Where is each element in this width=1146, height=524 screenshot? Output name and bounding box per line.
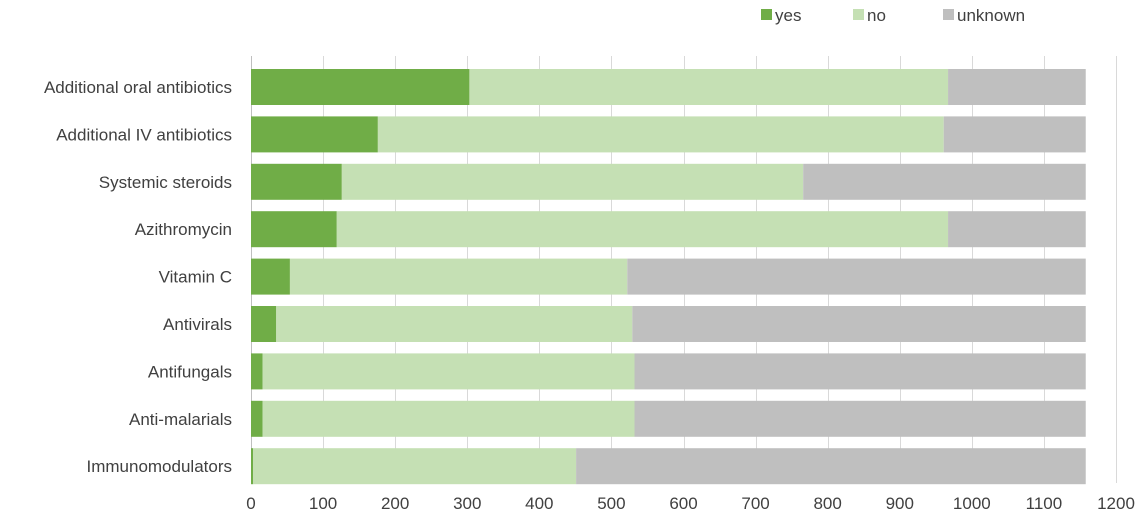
bar-segment-no bbox=[341, 163, 804, 200]
category-label: Systemic steroids bbox=[99, 173, 232, 192]
bar-segment-yes bbox=[251, 400, 263, 437]
bar-segment-unknown bbox=[576, 448, 1086, 485]
bar-segment-yes bbox=[251, 306, 277, 342]
x-axis-tick-labels: 0 100 200 300 400 500 600 700 800 900 1000 1100 1200 bbox=[246, 494, 1135, 513]
bar-segment-unknown bbox=[948, 69, 1086, 105]
bar-segment-no bbox=[253, 448, 577, 485]
x-tick-label: 400 bbox=[525, 494, 553, 513]
bar-segment-no bbox=[336, 211, 949, 248]
bar-segment-yes bbox=[251, 353, 263, 390]
bar-segment-no bbox=[262, 353, 635, 390]
legend-label-no: no bbox=[867, 6, 886, 25]
x-tick-label: 700 bbox=[741, 494, 769, 513]
x-tick-label: 1100 bbox=[1026, 494, 1063, 513]
bar-segment-yes bbox=[251, 163, 342, 200]
bar-segment-unknown bbox=[627, 258, 1086, 295]
x-tick-label: 0 bbox=[246, 494, 255, 513]
category-labels: Additional oral antibiotics Additional IV… bbox=[44, 78, 232, 476]
x-tick-label: 1200 bbox=[1097, 494, 1135, 513]
bars bbox=[251, 69, 1086, 485]
x-tick-label: 800 bbox=[813, 494, 841, 513]
category-label: Anti-malarials bbox=[129, 410, 232, 429]
bar-segment-no bbox=[262, 400, 635, 437]
bar-segment-unknown bbox=[634, 353, 1086, 390]
bar-segment-unknown bbox=[632, 306, 1086, 342]
legend-label-yes: yes bbox=[775, 6, 801, 25]
bar-segment-unknown bbox=[943, 116, 1086, 153]
category-label: Antifungals bbox=[148, 362, 232, 381]
legend-label-unknown: unknown bbox=[957, 6, 1025, 25]
category-label: Azithromycin bbox=[135, 220, 232, 239]
bar-segment-no bbox=[276, 306, 633, 342]
bar-segment-yes bbox=[251, 116, 378, 153]
x-tick-label: 1000 bbox=[953, 494, 991, 513]
bar-segment-unknown bbox=[634, 400, 1086, 437]
bar-segment-yes bbox=[251, 258, 290, 295]
category-label: Antivirals bbox=[163, 315, 232, 334]
bar-segment-yes bbox=[251, 69, 470, 105]
bar-segment-unknown bbox=[803, 163, 1086, 200]
bar-segment-yes bbox=[251, 448, 254, 485]
category-label: Additional IV antibiotics bbox=[56, 125, 232, 144]
x-tick-label: 100 bbox=[309, 494, 337, 513]
legend-swatch-yes bbox=[761, 9, 772, 20]
category-label: Additional oral antibiotics bbox=[44, 78, 232, 97]
x-tick-label: 200 bbox=[381, 494, 409, 513]
bar-segment-no bbox=[377, 116, 944, 153]
legend-swatch-unknown bbox=[943, 9, 954, 20]
bar-segment-unknown bbox=[948, 211, 1086, 248]
x-tick-label: 900 bbox=[886, 494, 914, 513]
bar-segment-no bbox=[289, 258, 628, 295]
legend-swatch-no bbox=[853, 9, 864, 20]
x-tick-label: 600 bbox=[669, 494, 697, 513]
bar-segment-yes bbox=[251, 211, 337, 248]
category-label: Immunomodulators bbox=[86, 457, 232, 476]
category-label: Vitamin C bbox=[159, 268, 232, 287]
x-tick-label: 300 bbox=[453, 494, 481, 513]
x-tick-label: 500 bbox=[597, 494, 625, 513]
legend: yes no unknown bbox=[761, 6, 1025, 25]
bar-segment-no bbox=[469, 69, 949, 105]
